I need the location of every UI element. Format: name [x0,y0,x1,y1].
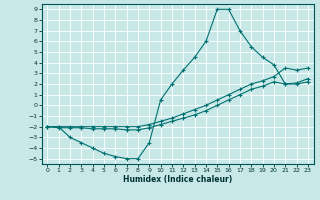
X-axis label: Humidex (Indice chaleur): Humidex (Indice chaleur) [123,175,232,184]
